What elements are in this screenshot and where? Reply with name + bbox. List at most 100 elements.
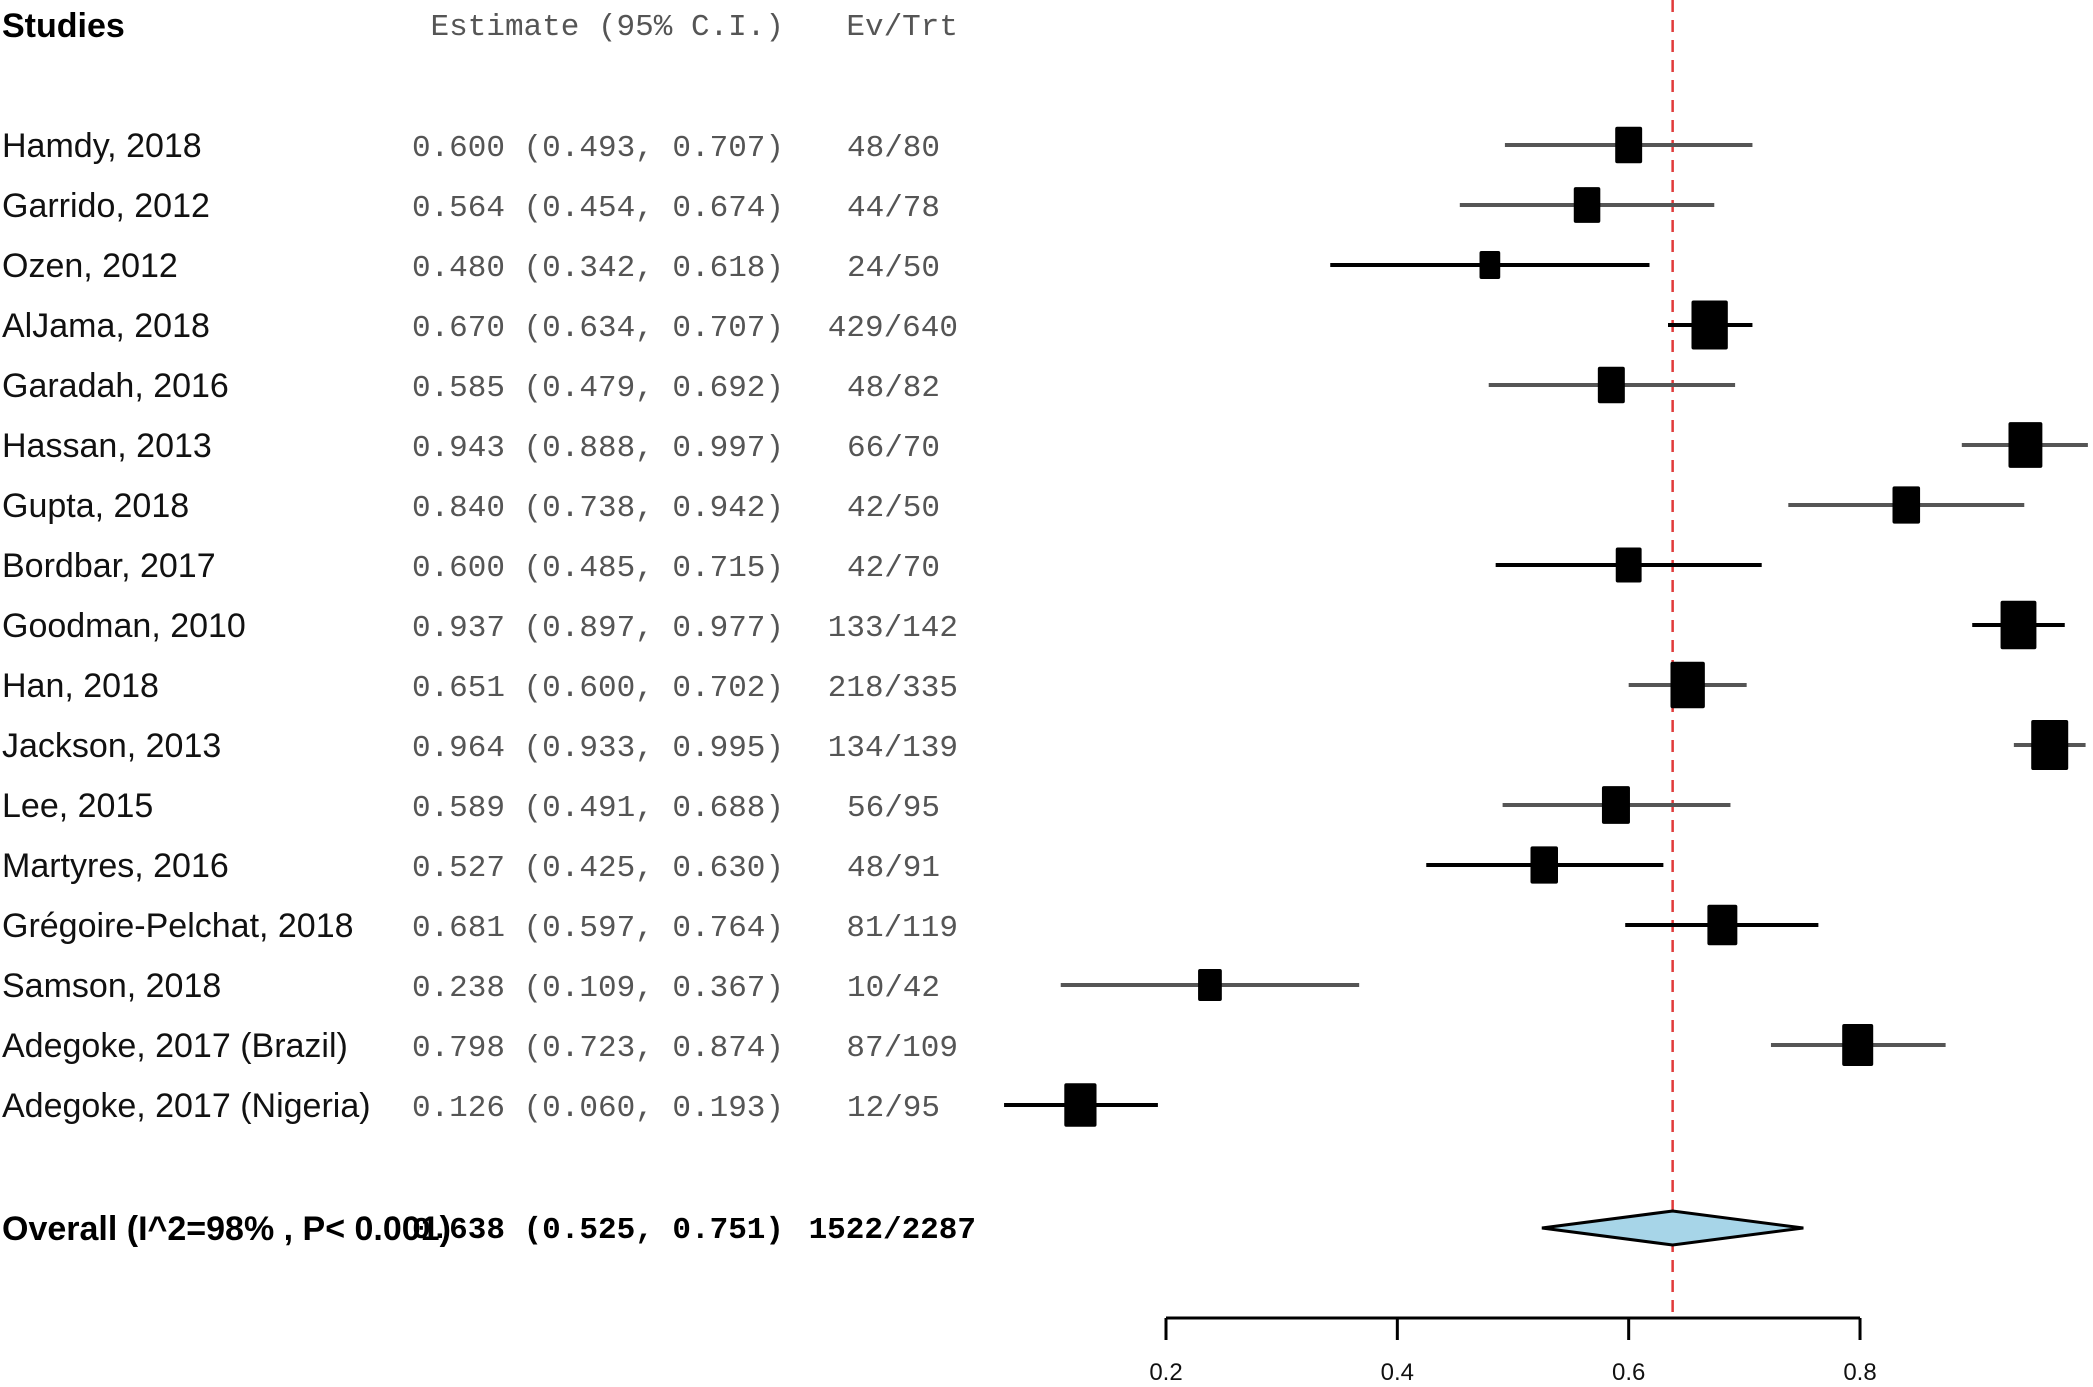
overall-row: Overall (I^2=98% , P< 0.001) 0.638 (0.52… bbox=[2, 1209, 1804, 1248]
study-ev-trt: 48/80 bbox=[847, 131, 940, 166]
point-estimate-box bbox=[2031, 720, 2069, 770]
study-estimate: 0.681 (0.597, 0.764) bbox=[412, 911, 784, 946]
study-ev-trt: 133/142 bbox=[828, 611, 958, 646]
study-name: Adegoke, 2017 (Nigeria) bbox=[2, 1087, 371, 1125]
overall-estimate: 0.638 (0.525, 0.751) bbox=[412, 1213, 784, 1248]
study-name: Jackson, 2013 bbox=[2, 727, 221, 765]
study-estimate: 0.600 (0.485, 0.715) bbox=[412, 551, 784, 586]
header-row: Studies Estimate (95% C.I.) Ev/Trt bbox=[2, 7, 958, 45]
study-estimate: 0.651 (0.600, 0.702) bbox=[412, 671, 784, 706]
study-row: Lee, 2015 0.589 (0.491, 0.688) 56/95 bbox=[2, 786, 1731, 826]
study-name: Garrido, 2012 bbox=[2, 187, 210, 225]
study-row: Grégoire-Pelchat, 2018 0.681 (0.597, 0.76… bbox=[2, 904, 1819, 946]
study-row: Goodman, 2010 0.937 (0.897, 0.977) 133/142 bbox=[2, 600, 2065, 650]
study-row: Samson, 2018 0.238 (0.109, 0.367) 10/42 bbox=[2, 967, 1360, 1006]
point-estimate-box bbox=[1597, 366, 1625, 404]
study-name: Martyres, 2016 bbox=[2, 847, 229, 885]
overall-label: Overall (I^2=98% , P< 0.001) bbox=[2, 1210, 451, 1248]
x-tick-label: 0.2 bbox=[1149, 1359, 1182, 1386]
study-name: AlJama, 2018 bbox=[2, 307, 210, 345]
study-estimate: 0.937 (0.897, 0.977) bbox=[412, 611, 784, 646]
study-ev-trt: 218/335 bbox=[828, 671, 958, 706]
study-name: Adegoke, 2017 (Brazil) bbox=[2, 1027, 348, 1065]
x-tick-label: 0.8 bbox=[1843, 1359, 1876, 1386]
study-estimate: 0.564 (0.454, 0.674) bbox=[412, 191, 784, 226]
study-row: Adegoke, 2017 (Nigeria) 0.126 (0.060, 0.1… bbox=[2, 1083, 1158, 1127]
x-tick-label: 0.6 bbox=[1612, 1359, 1645, 1386]
point-estimate-box bbox=[1892, 486, 1921, 524]
study-estimate: 0.798 (0.723, 0.874) bbox=[412, 1031, 784, 1066]
point-estimate-box bbox=[1601, 786, 1630, 824]
study-row: Gupta, 2018 0.840 (0.738, 0.942) 42/50 bbox=[2, 486, 2025, 526]
study-row: Hassan, 2013 0.943 (0.888, 0.997) 66/70 bbox=[2, 422, 2088, 468]
point-estimate-box bbox=[1530, 846, 1558, 884]
point-estimate-box bbox=[1198, 968, 1222, 1002]
study-name: Gupta, 2018 bbox=[2, 487, 189, 525]
study-ev-trt: 81/119 bbox=[846, 911, 958, 946]
study-name: Lee, 2015 bbox=[2, 787, 153, 825]
study-row: Hamdy, 2018 0.600 (0.493, 0.707) 48/80 bbox=[2, 126, 1753, 166]
point-estimate-box bbox=[1479, 251, 1501, 279]
study-name: Hamdy, 2018 bbox=[2, 127, 202, 165]
study-ev-trt: 24/50 bbox=[847, 251, 940, 286]
study-name: Garadah, 2016 bbox=[2, 367, 229, 405]
study-estimate: 0.585 (0.479, 0.692) bbox=[412, 371, 784, 406]
x-tick-label: 0.4 bbox=[1381, 1359, 1414, 1386]
study-estimate: 0.840 (0.738, 0.942) bbox=[412, 491, 784, 526]
study-estimate: 0.589 (0.491, 0.688) bbox=[412, 791, 784, 826]
point-estimate-box bbox=[1707, 904, 1738, 946]
study-name: Grégoire-Pelchat, 2018 bbox=[2, 907, 354, 945]
study-row: Adegoke, 2017 (Brazil) 0.798 (0.723, 0.87… bbox=[2, 1024, 1946, 1066]
point-estimate-box bbox=[1670, 661, 1705, 709]
study-ev-trt: 48/82 bbox=[847, 371, 940, 406]
point-estimate-box bbox=[1615, 126, 1643, 164]
point-estimate-box bbox=[1573, 187, 1601, 223]
x-axis: 0.2 0.4 0.6 0.8 bbox=[1149, 1316, 1877, 1386]
study-name: Samson, 2018 bbox=[2, 967, 221, 1005]
header-ev-trt: Ev/Trt bbox=[846, 10, 958, 45]
study-estimate: 0.670 (0.634, 0.707) bbox=[412, 311, 784, 346]
header-studies: Studies bbox=[2, 7, 125, 45]
point-estimate-box bbox=[1064, 1083, 1097, 1127]
study-estimate: 0.238 (0.109, 0.367) bbox=[412, 971, 784, 1006]
study-name: Goodman, 2010 bbox=[2, 607, 246, 645]
study-row: Bordbar, 2017 0.600 (0.485, 0.715) 42/70 bbox=[2, 547, 1762, 586]
header-estimate: Estimate (95% C.I.) bbox=[431, 10, 784, 45]
study-ev-trt: 87/109 bbox=[846, 1031, 958, 1066]
study-ev-trt: 48/91 bbox=[847, 851, 940, 886]
point-estimate-box bbox=[2008, 422, 2043, 468]
study-estimate: 0.527 (0.425, 0.630) bbox=[412, 851, 784, 886]
study-estimate: 0.480 (0.342, 0.618) bbox=[412, 251, 784, 286]
study-name: Bordbar, 2017 bbox=[2, 547, 216, 585]
study-row: Garrido, 2012 0.564 (0.454, 0.674) 44/78 bbox=[2, 187, 1715, 226]
study-ev-trt: 56/95 bbox=[847, 791, 940, 826]
study-estimate: 0.600 (0.493, 0.707) bbox=[412, 131, 784, 166]
point-estimate-box bbox=[1842, 1024, 1874, 1066]
study-row: Ozen, 2012 0.480 (0.342, 0.618) 24/50 bbox=[2, 247, 1650, 286]
point-estimate-box bbox=[2000, 600, 2037, 650]
study-ev-trt: 42/70 bbox=[847, 551, 940, 586]
study-row: Han, 2018 0.651 (0.600, 0.702) 218/335 bbox=[2, 661, 1747, 709]
study-row: AlJama, 2018 0.670 (0.634, 0.707) 429/640 bbox=[2, 300, 1753, 350]
point-estimate-box bbox=[1615, 547, 1642, 583]
overall-ev-trt: 1522/2287 bbox=[809, 1213, 976, 1248]
study-name: Han, 2018 bbox=[2, 667, 159, 705]
study-ev-trt: 12/95 bbox=[847, 1091, 940, 1126]
study-name: Ozen, 2012 bbox=[2, 247, 178, 285]
study-ev-trt: 10/42 bbox=[847, 971, 940, 1006]
study-ev-trt: 44/78 bbox=[847, 191, 940, 226]
study-row: Jackson, 2013 0.964 (0.933, 0.995) 134/139 bbox=[2, 720, 2086, 770]
study-ev-trt: 429/640 bbox=[828, 311, 958, 346]
study-name: Hassan, 2013 bbox=[2, 427, 212, 465]
overall-diamond bbox=[1541, 1209, 1804, 1247]
study-row: Martyres, 2016 0.527 (0.425, 0.630) 48/91 bbox=[2, 846, 1664, 886]
study-estimate: 0.964 (0.933, 0.995) bbox=[412, 731, 784, 766]
study-ev-trt: 42/50 bbox=[847, 491, 940, 526]
study-rows: Hamdy, 2018 0.600 (0.493, 0.707) 48/80 Garr… bbox=[2, 126, 2088, 1127]
study-estimate: 0.126 (0.060, 0.193) bbox=[412, 1091, 784, 1126]
point-estimate-box bbox=[1691, 300, 1728, 350]
study-ev-trt: 66/70 bbox=[847, 431, 940, 466]
study-row: Garadah, 2016 0.585 (0.479, 0.692) 48/82 bbox=[2, 366, 1736, 406]
study-ev-trt: 134/139 bbox=[828, 731, 958, 766]
